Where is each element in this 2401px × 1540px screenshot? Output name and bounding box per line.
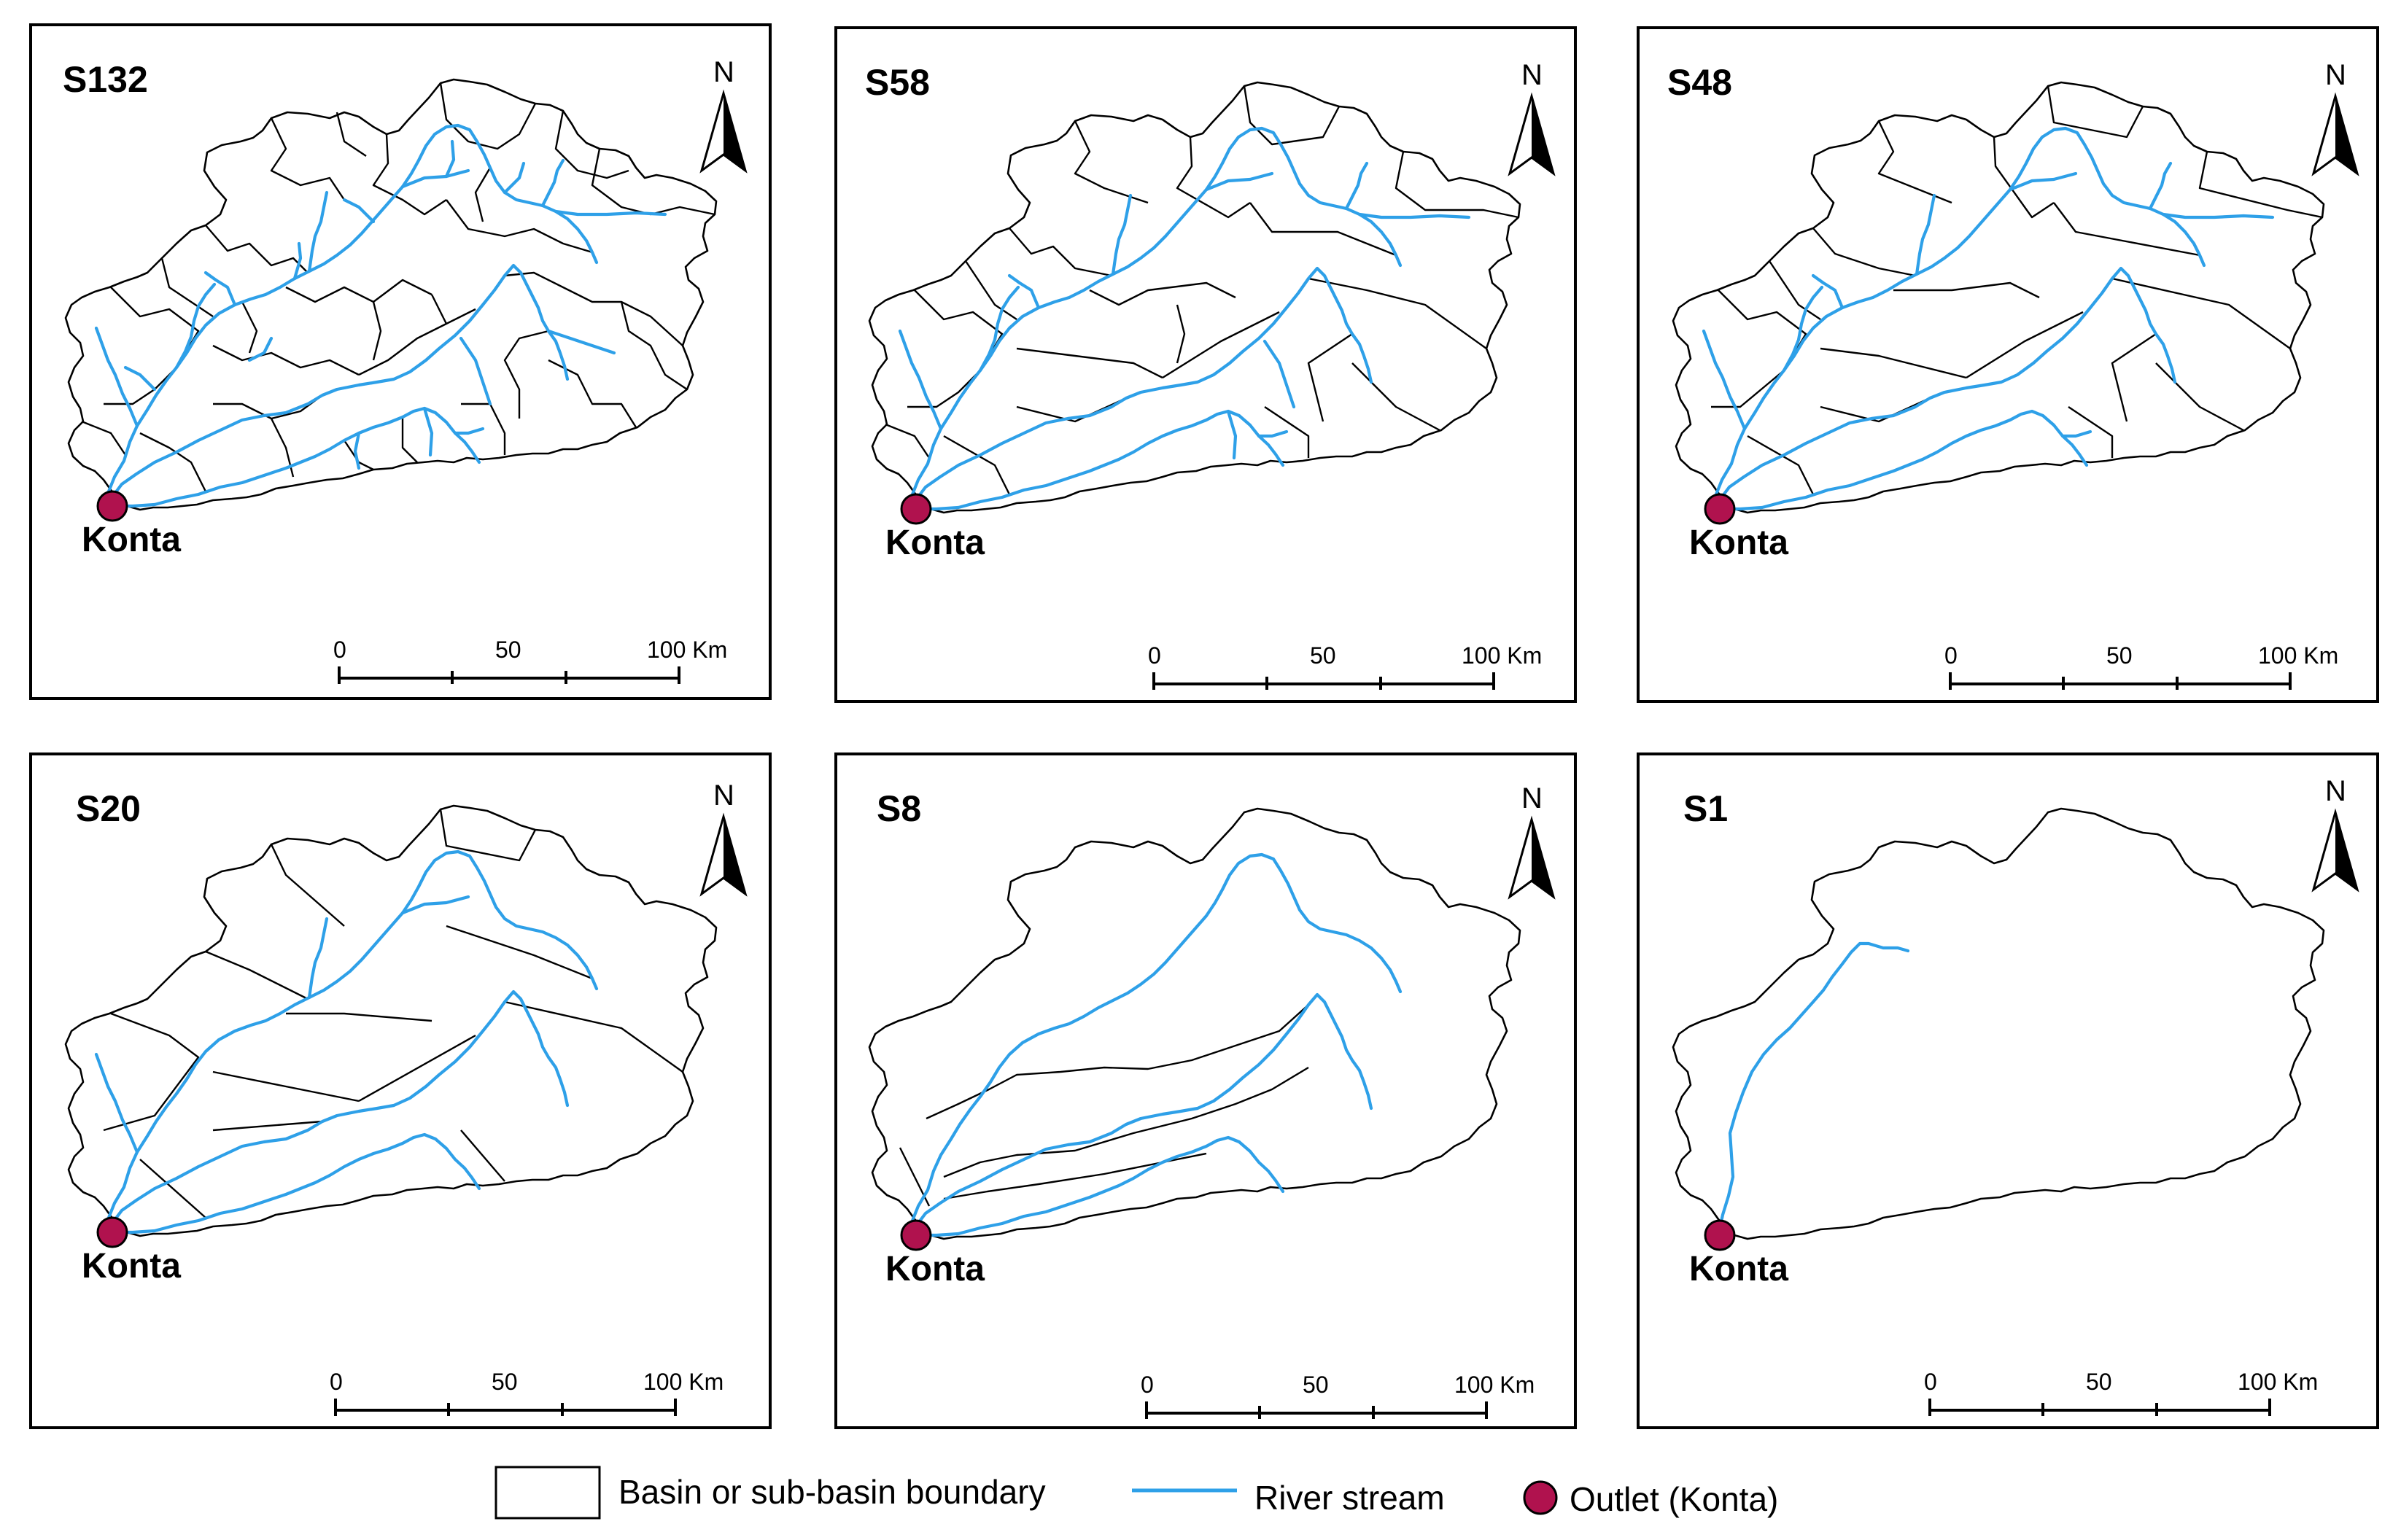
scale-tick-50: 50 <box>2106 642 2133 669</box>
panel-frame <box>29 23 772 700</box>
north-label: N <box>713 779 734 812</box>
legend-item-boundary: Basin or sub-basin boundary <box>494 1466 1046 1520</box>
north-arrow: N <box>1508 59 1556 176</box>
panel-title: S132 <box>63 59 148 100</box>
river-network <box>1704 128 2275 509</box>
sub-basin-boundaries <box>81 82 715 492</box>
scale-tick-100: 100 Km <box>647 637 727 663</box>
sub-basin-boundaries <box>899 1004 1309 1207</box>
outlet-marker: Konta <box>82 1216 181 1286</box>
scale-tick-100: 100 Km <box>643 1369 724 1395</box>
scale-tick-0: 0 <box>330 1369 343 1395</box>
north-arrow: N <box>1508 782 1556 900</box>
north-label: N <box>713 56 734 88</box>
outlet-marker: Konta <box>885 1219 985 1288</box>
north-label: N <box>1521 59 1543 91</box>
basin-map: Konta <box>868 81 1521 562</box>
legend-item-river: River stream <box>1132 1479 1445 1517</box>
basin-map: Konta <box>64 78 718 559</box>
scale-tick-100: 100 Km <box>1454 1372 1535 1398</box>
river-network <box>900 128 1471 509</box>
north-arrow: N <box>2311 775 2359 892</box>
river-network <box>96 125 667 506</box>
outlet-marker: Konta <box>1689 493 1788 562</box>
panel-title: S48 <box>1667 62 1732 103</box>
scale-tick-50: 50 <box>495 637 521 663</box>
outlet-konta-dot <box>96 1216 128 1248</box>
scale-tick-50: 50 <box>2086 1369 2112 1395</box>
scale-tick-100: 100 Km <box>2258 642 2338 669</box>
outlet-marker: Konta <box>1689 1219 1788 1288</box>
panel-s20: Konta S20 N 0 50 100 Km <box>29 752 772 1429</box>
panel-s48: Konta S48 N 0 50 100 Km <box>1637 26 2379 703</box>
sub-basin-boundaries <box>1711 85 2323 495</box>
scale-bar: 0 50 100 Km <box>1924 1369 2318 1416</box>
scale-bar: 0 50 100 Km <box>330 1369 724 1416</box>
outlet-marker: Konta <box>885 493 985 562</box>
outlet-label: Konta <box>82 521 181 559</box>
sub-basin-boundaries <box>885 85 1519 495</box>
outlet-konta-dot <box>96 490 128 522</box>
scale-tick-50: 50 <box>1310 642 1336 669</box>
scale-bar: 0 50 100 Km <box>1148 642 1542 690</box>
legend: Basin or sub-basin boundary River stream… <box>494 1466 1778 1520</box>
outlet-label: Konta <box>885 1250 985 1288</box>
panel-title: S58 <box>865 62 930 103</box>
river-network <box>96 852 597 1232</box>
panel-frame <box>834 26 1577 703</box>
north-label: N <box>2325 59 2346 91</box>
outlet-konta-dot <box>1704 493 1736 525</box>
panel-s8: Konta S8 N 0 50 100 Km <box>834 752 1577 1429</box>
panel-s58: Konta S58 N 0 50 100 Km <box>834 26 1577 703</box>
scale-tick-0: 0 <box>333 637 346 663</box>
outlet-label: Konta <box>1689 524 1788 562</box>
panel-frame <box>1637 26 2379 703</box>
scale-bar: 0 50 100 Km <box>1141 1372 1535 1419</box>
north-arrow: N <box>699 779 748 897</box>
north-label: N <box>2325 775 2346 807</box>
outlet-konta-dot <box>900 1219 932 1251</box>
panel-title: S1 <box>1683 788 1728 829</box>
outlet-marker: Konta <box>82 490 181 559</box>
panel-frame <box>834 752 1577 1429</box>
scale-bar: 0 50 100 Km <box>333 637 727 684</box>
legend-outlet-dot <box>1523 1480 1558 1515</box>
outlet-konta-dot <box>900 493 932 525</box>
outlet-label: Konta <box>885 524 985 562</box>
scale-tick-0: 0 <box>1944 642 1958 669</box>
outlet-label: Konta <box>82 1247 181 1286</box>
north-arrow: N <box>699 56 748 174</box>
outlet-label: Konta <box>1689 1250 1788 1288</box>
scale-tick-0: 0 <box>1924 1369 1937 1395</box>
scale-tick-50: 50 <box>1303 1372 1329 1398</box>
scale-tick-100: 100 Km <box>2238 1369 2318 1395</box>
panel-frame <box>29 752 772 1429</box>
scale-tick-0: 0 <box>1141 1372 1154 1398</box>
basin-map: Konta <box>1672 81 2325 562</box>
basin-map: Konta <box>868 807 1521 1288</box>
scale-tick-0: 0 <box>1148 642 1161 669</box>
scale-tick-50: 50 <box>492 1369 518 1395</box>
panel-title: S8 <box>877 788 921 829</box>
scale-bar: 0 50 100 Km <box>1944 642 2338 690</box>
panel-s132: Konta S132 N 0 50 100 Km <box>29 23 772 700</box>
legend-river-label: River stream <box>1254 1479 1445 1517</box>
basin-map: Konta <box>1672 807 2325 1288</box>
outlet-konta-dot <box>1704 1219 1736 1251</box>
scale-tick-100: 100 Km <box>1462 642 1542 669</box>
river-network <box>1716 941 1910 1237</box>
panel-frame <box>1637 752 2379 1429</box>
north-arrow: N <box>2311 59 2359 176</box>
panel-title: S20 <box>76 788 141 829</box>
sub-basin-boundaries <box>103 809 683 1218</box>
legend-outlet-label: Outlet (Konta) <box>1570 1480 1778 1518</box>
legend-boundary-swatch <box>494 1466 601 1520</box>
legend-item-outlet: Outlet (Konta) <box>1523 1480 1778 1518</box>
legend-boundary-label: Basin or sub-basin boundary <box>618 1473 1046 1511</box>
north-label: N <box>1521 782 1543 814</box>
basin-map: Konta <box>64 804 718 1286</box>
panel-s1: Konta S1 N 0 50 100 Km <box>1637 752 2379 1429</box>
